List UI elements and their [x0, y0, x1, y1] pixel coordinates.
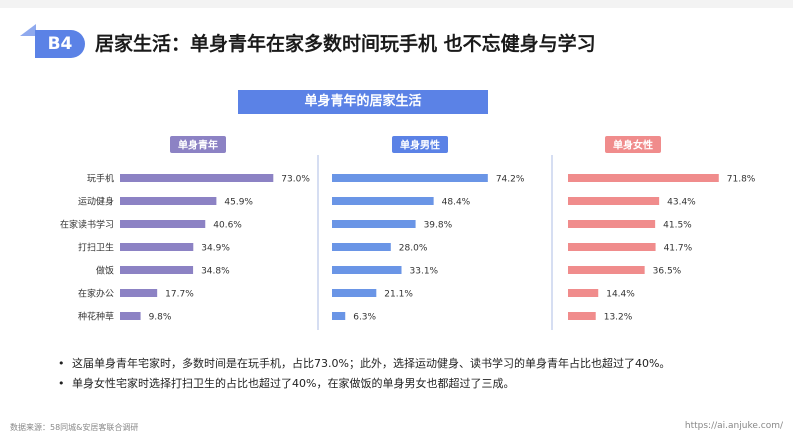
- bar: [568, 197, 660, 205]
- data-label: 6.3%: [353, 313, 376, 323]
- data-label: 48.4%: [442, 198, 471, 208]
- bar: [120, 220, 206, 228]
- data-label: 73.0%: [281, 175, 310, 185]
- data-label: 34.9%: [201, 244, 230, 254]
- data-label: 28.0%: [399, 244, 428, 254]
- bar: [332, 197, 434, 205]
- bar: [332, 220, 416, 228]
- data-label: 21.1%: [384, 290, 413, 300]
- data-label: 34.8%: [201, 267, 230, 277]
- panel-header-pill: [605, 136, 661, 153]
- bar: [120, 312, 141, 320]
- data-label: 74.2%: [496, 175, 525, 185]
- bar: [332, 243, 391, 251]
- data-label: 17.7%: [165, 290, 194, 300]
- category-label: 做饭: [96, 265, 114, 277]
- bar: [120, 197, 217, 205]
- panel-header-pill: [392, 136, 448, 153]
- data-label: 9.8%: [149, 313, 172, 323]
- category-label: 运动健身: [78, 196, 114, 208]
- bullet-item: 这届单身青年宅家时，多数时间是在玩手机，占比73.0%；此外，选择运动健身、读书…: [58, 354, 670, 374]
- panel-header-label: 单身女性: [613, 139, 653, 152]
- bar: [568, 174, 719, 182]
- source-url[interactable]: https://ai.anjuke.com/: [684, 421, 783, 431]
- panel-header-label: 单身男性: [400, 139, 440, 152]
- bar: [120, 266, 194, 274]
- category-label: 打扫卫生: [78, 242, 114, 254]
- bar: [120, 243, 194, 251]
- data-label: 43.4%: [667, 198, 696, 208]
- data-label: 36.5%: [653, 267, 682, 277]
- bullet-item: 单身女性宅家时选择打扫卫生的占比也超过了40%，在家做饭的单身男女也都超过了三成…: [58, 374, 670, 394]
- bar: [332, 174, 488, 182]
- category-label: 在家读书学习: [60, 219, 114, 231]
- summary-bullets: 这届单身青年宅家时，多数时间是在玩手机，占比73.0%；此外，选择运动健身、读书…: [58, 354, 670, 394]
- data-label: 71.8%: [727, 175, 756, 185]
- bar: [568, 266, 645, 274]
- data-label: 41.5%: [663, 221, 692, 231]
- category-label: 在家办公: [78, 288, 114, 300]
- section-badge: B4: [35, 30, 85, 58]
- data-source: 数据来源：58同城&安居客联合调研: [10, 423, 139, 432]
- panel-header-label: 单身青年: [178, 139, 218, 152]
- data-label: 39.8%: [424, 221, 453, 231]
- category-label: 种花种草: [78, 311, 114, 323]
- bar: [332, 266, 402, 274]
- data-label: 40.6%: [213, 221, 242, 231]
- data-label: 33.1%: [410, 267, 439, 277]
- category-label: 玩手机: [87, 173, 114, 185]
- bar: [120, 174, 274, 182]
- page-title: 居家生活：单身青年在家多数时间玩手机 也不忘健身与学习: [95, 33, 596, 55]
- data-label: 14.4%: [606, 290, 635, 300]
- bar: [120, 289, 158, 297]
- data-label: 45.9%: [224, 198, 253, 208]
- badge-decoration: [20, 24, 36, 36]
- bar: [332, 312, 346, 320]
- data-label: 41.7%: [664, 244, 693, 254]
- chart-title: 单身青年的居家生活: [238, 90, 488, 114]
- bar: [568, 220, 656, 228]
- bar: [568, 312, 596, 320]
- bar: [332, 289, 377, 297]
- bar: [568, 289, 599, 297]
- header-strip: [0, 0, 793, 8]
- panel-header-pill: [170, 136, 226, 153]
- data-label: 13.2%: [604, 313, 633, 323]
- bar: [568, 243, 656, 251]
